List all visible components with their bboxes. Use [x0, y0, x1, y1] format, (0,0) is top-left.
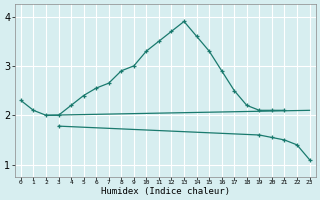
X-axis label: Humidex (Indice chaleur): Humidex (Indice chaleur): [101, 187, 230, 196]
